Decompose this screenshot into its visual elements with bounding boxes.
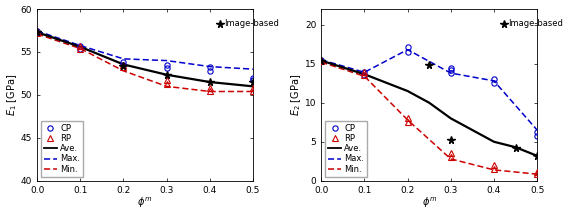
Text: Image-based: Image-based: [224, 19, 279, 28]
Text: Image-based: Image-based: [509, 19, 564, 28]
Y-axis label: $E_2$ [GPa]: $E_2$ [GPa]: [289, 74, 303, 116]
X-axis label: $\phi^m$: $\phi^m$: [138, 196, 152, 210]
Legend: CP, RP, Ave., Max., Min.: CP, RP, Ave., Max., Min.: [325, 121, 367, 177]
X-axis label: $\phi^m$: $\phi^m$: [421, 196, 437, 210]
Y-axis label: $E_1$ [GPa]: $E_1$ [GPa]: [6, 74, 19, 116]
Legend: CP, RP, Ave., Max., Min.: CP, RP, Ave., Max., Min.: [41, 121, 83, 177]
